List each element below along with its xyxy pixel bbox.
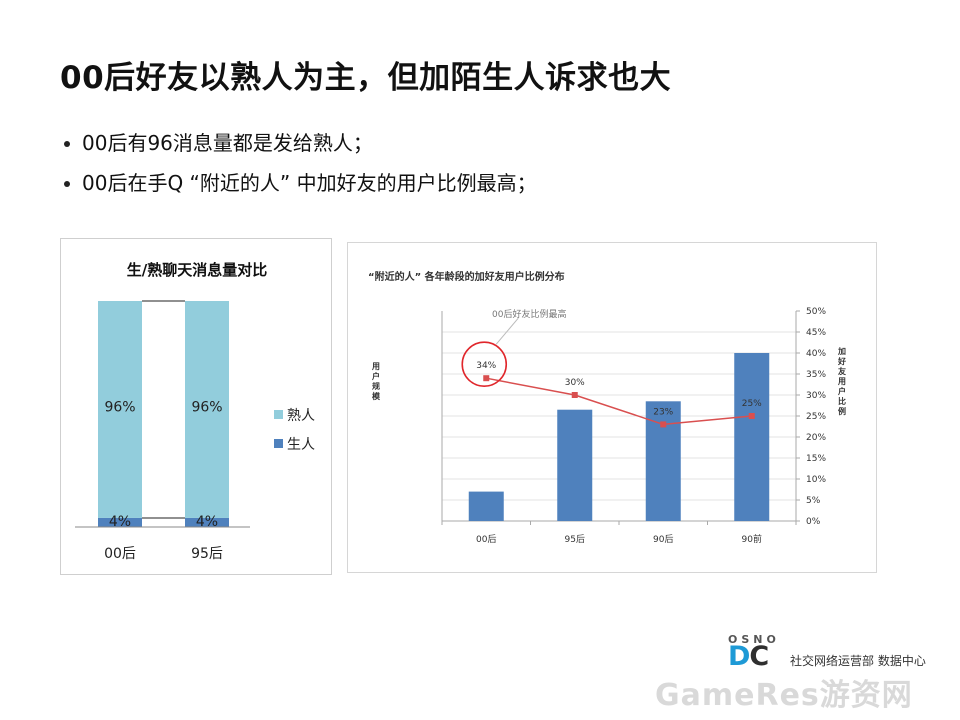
bar-segment-upper <box>98 301 142 518</box>
y-right-tick-label: 15% <box>806 454 826 464</box>
bullet-dot-icon <box>64 181 70 187</box>
logo-d: D <box>728 641 750 672</box>
logo-department: 社交网络运营部 数据中心 <box>790 654 926 668</box>
x-tick-label: 95后 <box>565 534 585 545</box>
bullet-text: 00后在手Q “附近的人” 中加好友的用户比例最高； <box>82 171 537 195</box>
data-label: 96% <box>191 399 222 415</box>
bullet-item: 00后在手Q “附近的人” 中加好友的用户比例最高； <box>60 168 537 208</box>
bullet-list: 00后有96消息量都是发给熟人； 00后在手Q “附近的人” 中加好友的用户比例… <box>60 128 537 208</box>
data-label: 4% <box>196 514 218 530</box>
bar-segment-lower <box>98 517 142 527</box>
bar-segment-upper <box>185 301 229 518</box>
x-tick-label: 95后 <box>191 546 223 562</box>
watermark: GameRes游资网 <box>655 678 913 713</box>
bar-segment-lower <box>185 517 229 527</box>
bar <box>645 401 681 521</box>
series-line <box>486 377 752 426</box>
logo-dc-mark: DC <box>728 641 769 672</box>
y-right-axis-title: 加好友用户比例 <box>837 346 846 416</box>
slide-title: 00后好友以熟人为主，但加陌生人诉求也大 <box>60 60 672 96</box>
data-label: 4% <box>109 514 131 530</box>
combo-chart-panel: “附近的人” 各年龄段的加好友用户比例分布 50% 45% 40% 35% 30% 25%… <box>347 242 877 573</box>
x-tick-label: 00后 <box>476 534 496 545</box>
x-tick-label: 00后 <box>104 546 136 562</box>
x-tick-label: 90后 <box>653 534 673 545</box>
bar <box>557 409 593 521</box>
data-label: 30% <box>565 378 585 388</box>
line-marker <box>660 421 667 428</box>
bullet-dot-icon <box>64 141 70 147</box>
legend-swatch <box>274 410 283 419</box>
combo-bar-line-chart: “附近的人” 各年龄段的加好友用户比例分布 50% 45% 40% 35% 30% 25%… <box>368 270 846 545</box>
y-right-tick-label: 10% <box>806 475 826 485</box>
y-right-tick-label: 0% <box>806 517 821 527</box>
bullet-text: 00后有96消息量都是发给熟人； <box>82 131 373 155</box>
data-label: 23% <box>653 407 673 417</box>
line-marker <box>571 392 578 398</box>
line-marker <box>748 413 755 419</box>
highlight-circle <box>461 341 508 387</box>
y-right-tick-label: 40% <box>806 349 826 359</box>
bullet-item: 00后有96消息量都是发给熟人； <box>60 128 537 168</box>
data-label: 25% <box>742 399 762 409</box>
y-left-axis-title: 用户规模 <box>371 362 381 401</box>
y-right-tick-label: 35% <box>806 370 826 380</box>
y-right-tick-label: 5% <box>806 496 821 506</box>
chart-title: 生/熟聊天消息量对比 <box>127 261 267 279</box>
legend-swatch <box>274 439 283 448</box>
legend-label: 熟人 <box>287 408 315 424</box>
logo-osno-text: OSNO <box>728 633 780 646</box>
data-label: 34% <box>476 361 496 371</box>
chart-title: “附近的人” 各年龄段的加好友用户比例分布 <box>368 270 565 283</box>
data-label: 96% <box>104 399 135 415</box>
annotation-label: 00后好友比例最高 <box>492 308 566 320</box>
y-right-tick-label: 45% <box>806 328 826 338</box>
annotation-leader <box>495 317 519 345</box>
x-tick-label: 90前 <box>742 533 762 545</box>
y-right-tick-label: 30% <box>806 391 826 401</box>
legend-label: 生人 <box>287 437 315 453</box>
bar <box>468 491 504 521</box>
stacked-chart-panel: 生/熟聊天消息量对比 96% 4% 00后 96% 4% 95后 熟人生人 <box>60 238 332 575</box>
y-right-tick-label: 20% <box>806 433 826 443</box>
y-right-tick-label: 50% <box>806 307 826 317</box>
line-marker <box>483 375 490 382</box>
bar <box>734 353 770 521</box>
y-right-tick-label: 25% <box>806 412 826 422</box>
logo-c: C <box>749 641 769 672</box>
company-logo: OSNO DC 社交网络运营部 数据中心 <box>728 633 953 673</box>
